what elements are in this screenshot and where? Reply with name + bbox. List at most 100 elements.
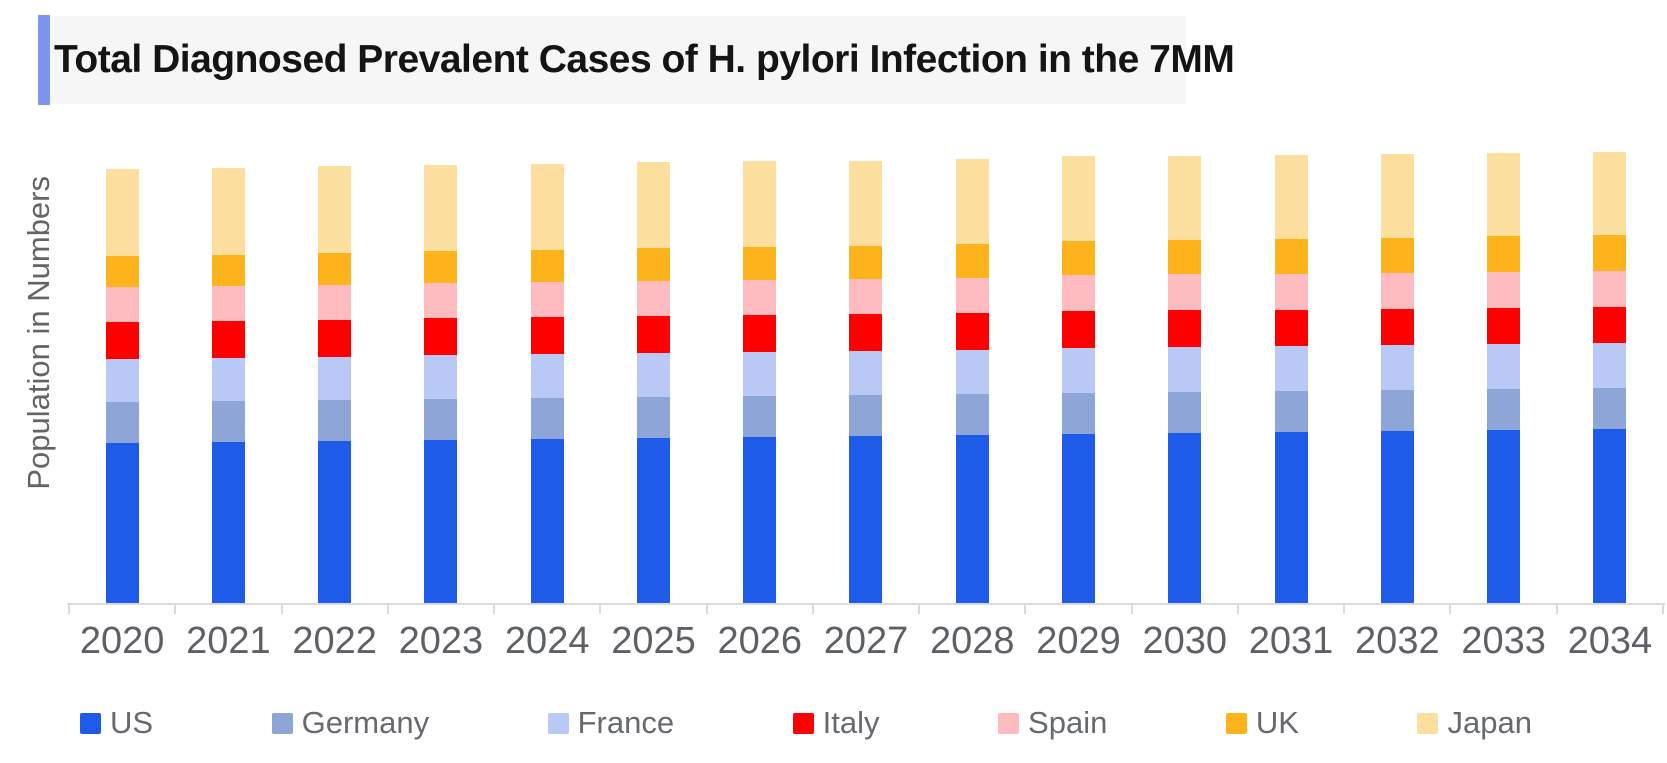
y-axis-title-text: Population in Numbers [21, 175, 56, 490]
y-axis-title: Population in Numbers [16, 160, 62, 505]
bar-segment-japan [849, 161, 883, 246]
bar-segment-japan [955, 159, 989, 244]
x-axis-label: 2029 [1036, 620, 1121, 662]
bar-segment-germany [211, 401, 245, 442]
chart-title-panel: Total Diagnosed Prevalent Cases of H. py… [50, 16, 1235, 104]
stacked-bar-2024 [530, 164, 564, 603]
bar-column-2028 [919, 0, 1025, 603]
x-axis-label: 2026 [717, 620, 802, 662]
stacked-bar-2021 [211, 168, 245, 603]
bar-segment-us [849, 436, 883, 603]
axis-tick [1130, 605, 1133, 614]
bar-segment-spain [318, 285, 352, 320]
bar-segment-japan [530, 164, 564, 250]
bar-segment-france [105, 359, 139, 402]
stacked-bar-2033 [1487, 153, 1521, 603]
x-axis-label: 2023 [398, 620, 484, 662]
bar-segment-france [1062, 348, 1096, 393]
bar-segment-italy [318, 320, 352, 357]
stacked-bar-2032 [1380, 154, 1414, 603]
bar-segment-italy [1274, 310, 1308, 346]
legend-item-us[interactable]: US [80, 705, 153, 741]
axis-tick [811, 605, 814, 614]
x-axis-label: 2022 [292, 620, 377, 662]
stacked-bar-2034 [1593, 152, 1627, 603]
x-axis-label: 2033 [1461, 620, 1546, 662]
bar-segment-japan [211, 168, 245, 255]
x-axis-label: 2030 [1142, 620, 1228, 662]
bar-segment-us [1593, 429, 1627, 603]
bar-segment-us [530, 439, 564, 603]
bar-segment-japan [1593, 152, 1627, 235]
axis-tick [68, 605, 70, 614]
legend-label: UK [1255, 705, 1299, 740]
bar-segment-uk [211, 255, 245, 286]
bar-segment-japan [743, 161, 777, 247]
axis-tick [174, 605, 177, 614]
bar-segment-uk [530, 250, 564, 282]
legend-item-uk[interactable]: UK [1225, 705, 1299, 741]
bar-segment-italy [105, 322, 139, 359]
bar-segment-japan [318, 166, 352, 253]
bar-segment-germany [424, 399, 458, 440]
bar-segment-uk [955, 244, 989, 278]
x-axis-label: 2028 [929, 620, 1015, 662]
bar-segment-us [424, 440, 458, 603]
axis-tick [1343, 605, 1346, 614]
legend-label: Spain [1028, 705, 1108, 740]
bar-segment-spain [211, 286, 245, 321]
x-axis-ticks [68, 605, 1664, 615]
bar-segment-italy [211, 321, 245, 358]
bar-segment-uk [1062, 241, 1096, 275]
bar-segment-italy [1593, 307, 1627, 343]
axis-tick [918, 605, 921, 614]
plot-area [69, 0, 1663, 603]
legend-item-germany[interactable]: Germany [271, 705, 429, 741]
axis-tick [386, 605, 389, 614]
stacked-bar-2029 [1062, 156, 1096, 603]
bar-segment-germany [743, 396, 777, 437]
bar-segment-spain [1274, 274, 1308, 310]
stacked-bar-2025 [636, 162, 670, 603]
legend-item-italy[interactable]: Italy [792, 705, 880, 741]
bar-segment-germany [1487, 389, 1521, 430]
legend-label: Italy [822, 705, 880, 740]
legend-item-france[interactable]: France [547, 705, 674, 741]
bar-segment-spain [955, 278, 989, 313]
bar-segment-italy [1062, 311, 1096, 348]
bar-segment-france [1380, 345, 1414, 390]
bar-segment-france [1593, 343, 1627, 388]
bar-segment-uk [318, 253, 352, 285]
legend-swatch-icon [1417, 712, 1439, 734]
bar-segment-japan [1487, 153, 1521, 236]
bar-segment-germany [1274, 391, 1308, 432]
bar-column-2033 [1450, 0, 1556, 603]
bar-segment-uk [1380, 238, 1414, 273]
bar-segment-japan [636, 162, 670, 248]
legend-item-japan[interactable]: Japan [1417, 705, 1532, 741]
bar-column-2020 [69, 0, 175, 603]
bar-segment-us [1380, 431, 1414, 603]
bar-column-2027 [813, 0, 919, 603]
bar-column-2026 [707, 0, 813, 603]
bar-segment-germany [1062, 393, 1096, 434]
bar-segment-italy [424, 318, 458, 355]
axis-tick [1662, 605, 1664, 614]
stacked-bar-2028 [955, 159, 989, 603]
bar-segment-france [743, 352, 777, 396]
bar-segment-spain [1062, 275, 1096, 311]
bar-segment-italy [849, 314, 883, 351]
legend-item-spain[interactable]: Spain [998, 705, 1107, 741]
axis-tick [280, 605, 283, 614]
bar-segment-germany [849, 395, 883, 436]
axis-tick [705, 605, 708, 614]
stacked-bar-2020 [105, 169, 139, 603]
x-axis-label: 2024 [504, 620, 590, 662]
bar-column-2023 [388, 0, 494, 603]
bar-segment-france [424, 355, 458, 399]
axis-tick [493, 605, 496, 614]
bar-segment-germany [105, 402, 139, 443]
legend-label: Japan [1447, 705, 1532, 740]
x-axis-line [67, 603, 1665, 605]
bar-segment-spain [636, 281, 670, 316]
